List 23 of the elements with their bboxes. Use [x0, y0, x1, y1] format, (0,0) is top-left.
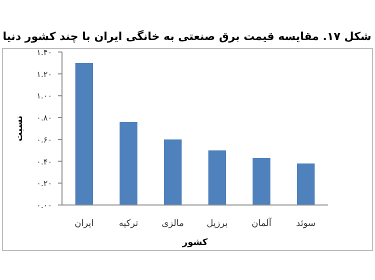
bar [208, 150, 226, 205]
x-tick-label: سوئد [296, 219, 316, 229]
bar [252, 158, 270, 205]
x-tick-label: مالزی [162, 219, 184, 229]
y-tick-label: ۰.۲۰ [36, 179, 52, 188]
chart-title: شکل ۱۷. مقایسه قیمت برق صنعتی به خانگی ایران با چند کشور دنیا [2, 30, 372, 43]
bar [296, 163, 315, 205]
x-axis-title: کشور [181, 238, 208, 248]
y-tick-label: ۱.۴۰ [36, 48, 52, 57]
y-axis-title: نسبت [15, 116, 25, 142]
y-tick-label: ۱.۰۰ [36, 92, 52, 101]
y-tick-label: ۰.۶۰ [36, 135, 52, 144]
bar [75, 62, 94, 205]
bar [120, 122, 138, 205]
x-tick-label: برزیل [206, 219, 228, 229]
y-tick-label: ۰.۰۰ [36, 201, 52, 210]
x-tick-label: ترکیه [118, 219, 139, 229]
bar [164, 139, 182, 205]
y-tick-label: ۰.۴۰ [36, 157, 52, 166]
x-tick-label: آلمان [252, 217, 272, 229]
y-tick-label: ۱.۲۰ [36, 70, 52, 79]
x-tick-label: ایران [74, 219, 94, 229]
y-tick-label: ۰.۸۰ [36, 114, 52, 123]
